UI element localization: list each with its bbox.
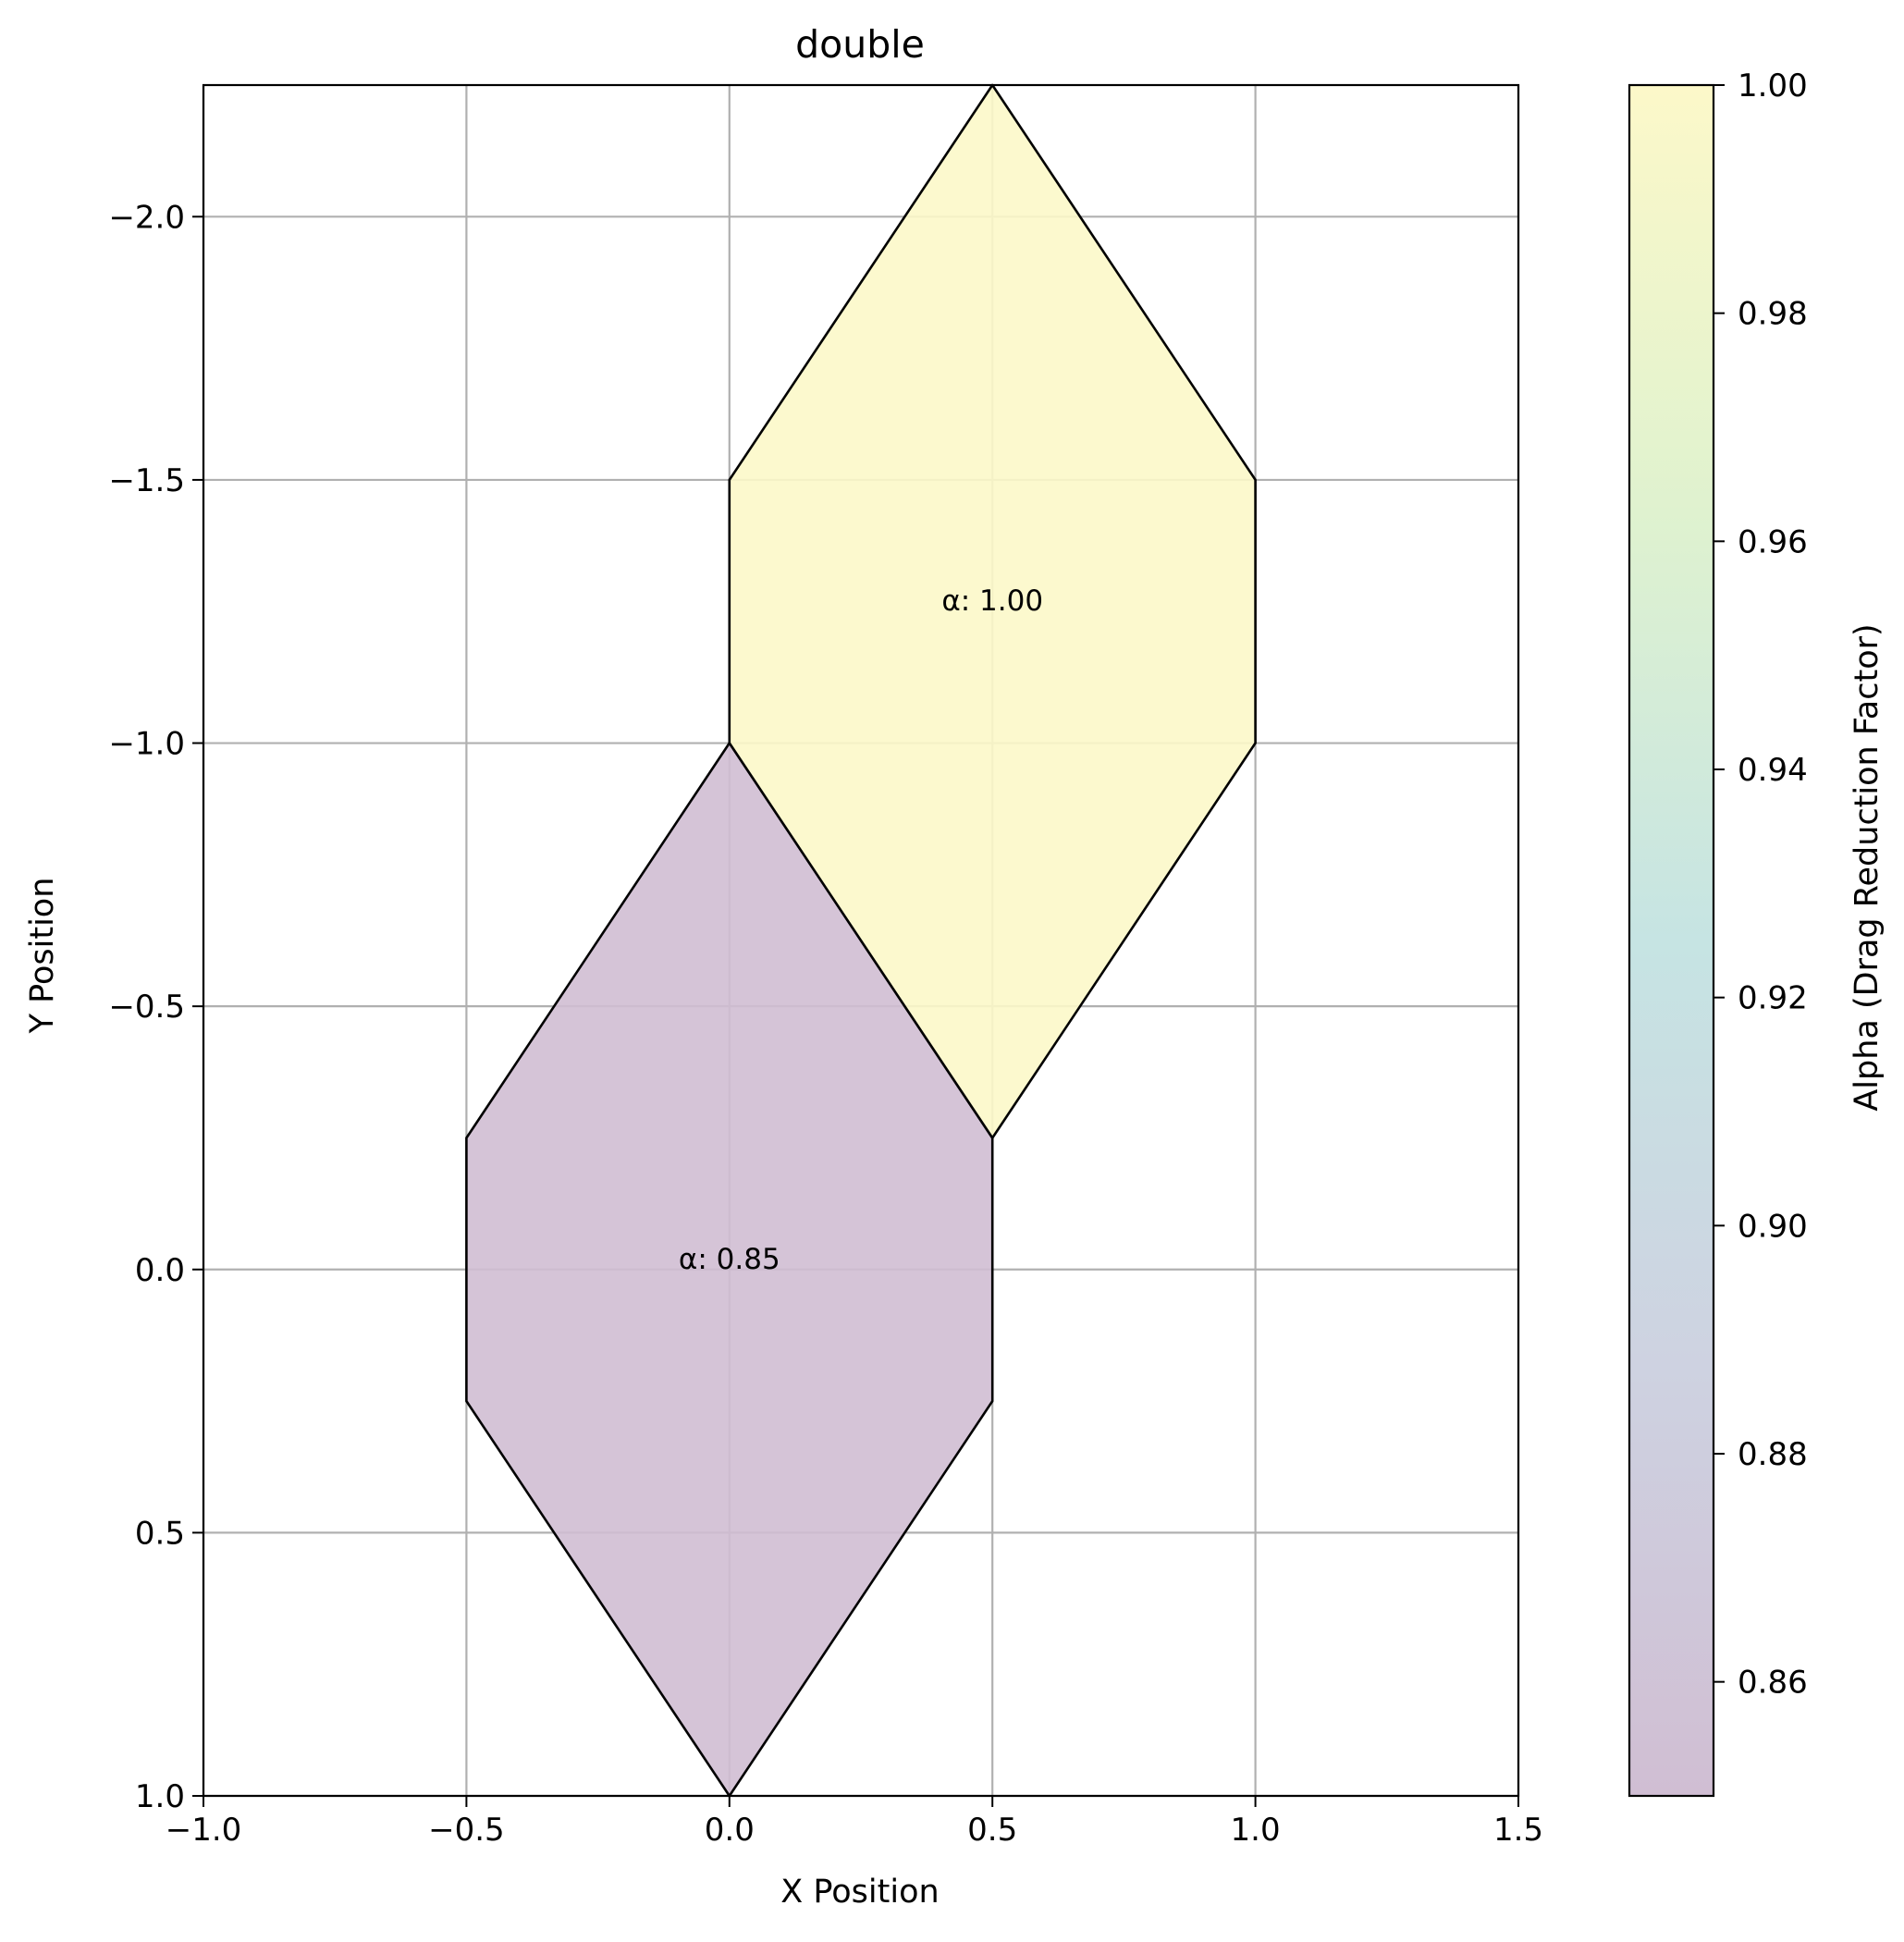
colorbar-tick-label: 0.98	[1738, 296, 1808, 333]
annotations: α: 0.85 α: 1.00	[679, 584, 1043, 1276]
x-tick-label: 0.5	[967, 1812, 1017, 1849]
hexagon-2	[728, 83, 1257, 1139]
colorbar-tick-label: 0.94	[1738, 752, 1808, 789]
y-tick-label: −1.0	[108, 726, 185, 763]
y-tick-label: −0.5	[108, 989, 185, 1026]
polygons	[465, 83, 1257, 1798]
colorbar-tick-label: 0.92	[1738, 980, 1808, 1017]
x-axis-title: X Position	[780, 1874, 939, 1911]
y-axis-title: Y Position	[24, 878, 61, 1035]
x-tick-label: 1.0	[1231, 1812, 1281, 1849]
colorbar-title: Alpha (Drag Reduction Factor)	[1849, 623, 1886, 1111]
colorbar-tick-label: 0.88	[1738, 1436, 1808, 1473]
y-tick-label: 1.0	[135, 1778, 185, 1815]
colorbar-frame	[1628, 83, 1715, 1798]
y-axis-ticks: −2.0 −1.5 −1.0 −0.5 0.0 0.5 1.0	[108, 199, 203, 1815]
x-tick-label: −0.5	[428, 1812, 505, 1849]
colorbar-tick-label: 0.86	[1738, 1665, 1808, 1702]
y-tick-label: 0.5	[135, 1515, 185, 1552]
chart-title: double	[795, 22, 925, 67]
hexagon-2-label: α: 1.00	[941, 584, 1043, 618]
y-tick-label: −2.0	[108, 199, 185, 236]
x-axis-ticks: −1.0 −0.5 0.0 0.5 1.0 1.5	[166, 1796, 1543, 1849]
hexagon-1-label: α: 0.85	[679, 1243, 780, 1276]
plot-frame	[202, 83, 1520, 1798]
colorbar-fill	[1629, 85, 1714, 1796]
x-tick-label: 0.0	[705, 1812, 755, 1849]
colorbar-ticks: 0.86 0.88 0.90 0.92 0.94 0.96 0.98 1.00	[1714, 68, 1808, 1702]
x-tick-label: 1.5	[1493, 1812, 1543, 1849]
colorbar-tick-label: 1.00	[1738, 68, 1808, 104]
y-tick-label: 0.0	[135, 1252, 185, 1289]
y-tick-label: −1.5	[108, 462, 185, 499]
x-tick-label: −1.0	[166, 1812, 242, 1849]
colorbar-tick-label: 0.96	[1738, 523, 1808, 560]
colorbar-tick-label: 0.90	[1738, 1208, 1808, 1245]
